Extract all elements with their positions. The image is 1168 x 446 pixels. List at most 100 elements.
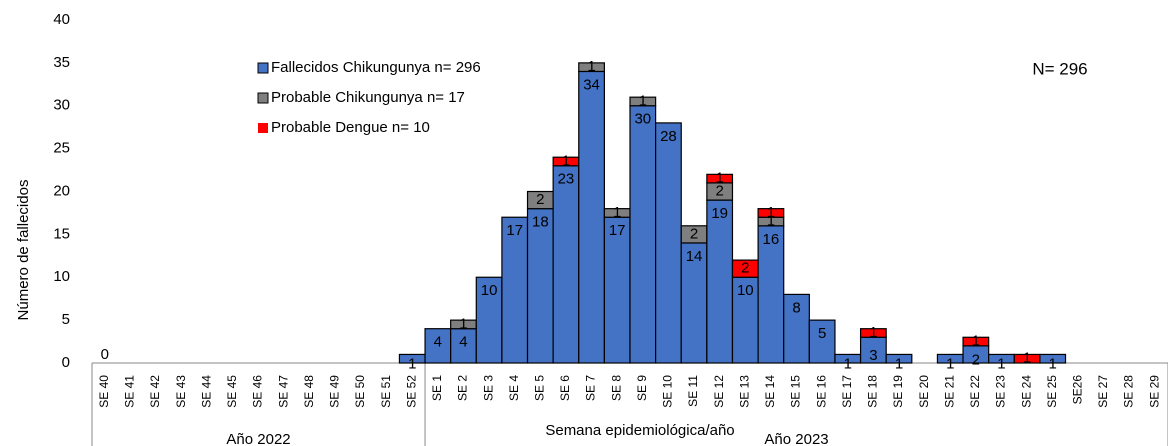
x-tick-label: SE 19 [891,375,905,408]
data-label: 5 [818,325,826,342]
data-label: 4 [434,334,442,351]
bar-segment [859,336,887,364]
data-label: 1 [459,315,467,332]
bar-segment [475,276,503,364]
data-label: 1 [639,92,647,109]
x-tick-label: SE 6 [558,375,572,401]
x-tick-label: SE 27 [1096,375,1110,408]
data-label: 2 [972,351,980,368]
bar-segment [526,208,554,364]
data-label: 10 [737,282,754,299]
x-tick-label: SE 4 [507,375,521,401]
data-label: 2 [741,260,749,277]
x-tick-label: SE 51 [379,375,393,408]
legend-label: Probable Dengue n= 10 [271,119,430,136]
x-tick-label: SE 10 [661,375,675,408]
bar-segment [1039,353,1067,364]
x-group-label: Año 2023 [764,431,828,446]
data-label: 30 [634,111,651,128]
x-tick-label: SE 5 [533,375,547,401]
x-tick-label: SE 16 [814,375,828,408]
x-tick-label: SE26 [1071,375,1085,405]
data-label: 17 [609,222,626,239]
bar-segment [578,70,605,364]
x-tick-label: SE 48 [302,375,316,408]
bar-segment [859,328,887,338]
y-tick-label: 15 [53,225,70,242]
data-label: 2 [690,225,698,242]
data-label: 4 [459,334,467,351]
data-label: 1 [715,170,723,187]
bar-segment [629,96,657,107]
bar-segment [706,199,734,364]
legend-label: Fallecidos Chikungunya n= 296 [271,59,481,76]
x-tick-label: SE 44 [199,375,213,408]
legend-label: Probable Chikungunya n= 17 [271,89,465,106]
x-tick-label: SE 23 [994,375,1008,408]
x-tick-label: SE 8 [609,375,623,401]
x-tick-label: SE 47 [276,375,290,408]
y-tick-label: 35 [53,54,70,71]
x-tick-label: SE 13 [737,375,751,408]
x-tick-label: SE 40 [97,375,111,408]
x-tick-label: SE 43 [174,375,188,408]
x-tick-label: SE 41 [123,375,137,408]
bar-segment [552,165,580,364]
data-label: 1 [767,212,775,229]
legend-swatch [258,123,268,133]
x-tick-label: SE 15 [789,375,803,408]
data-label: 8 [792,299,800,316]
x-tick-label: SE 9 [635,375,649,401]
legend-swatch [257,92,269,104]
data-label: 1 [562,152,570,169]
y-tick-label: 20 [53,182,70,199]
data-label: 1 [587,58,595,75]
x-tick-label: SE 18 [866,375,880,408]
data-label: 1 [997,356,1005,373]
data-label: 1 [895,356,903,373]
x-tick-label: SE 14 [763,375,777,408]
x-tick-label: SE 22 [968,375,982,408]
data-label: 2 [536,191,544,208]
y-tick-label: 0 [62,354,70,371]
data-label: 2 [715,182,723,199]
bar-segment [424,328,452,364]
x-group-label: Año 2022 [226,431,290,446]
x-tick-label: SE 49 [328,375,342,408]
data-label: 1 [844,356,852,373]
legend-swatch [257,62,269,74]
bar-segment [629,105,657,364]
data-label: 1 [946,356,954,373]
x-tick-label: SE 20 [917,375,931,408]
data-label: 1 [1023,350,1031,367]
annotation: N= 296 [1032,59,1087,78]
x-tick-label: SE 7 [584,375,598,401]
x-tick-label: SE 28 [1122,375,1136,408]
y-tick-label: 40 [53,11,70,28]
y-tick-label: 5 [62,311,70,328]
data-label: 1 [972,333,980,350]
data-label: 0 [101,346,109,363]
data-label: 28 [660,128,677,145]
x-tick-label: SE 1 [430,375,444,401]
data-label: 14 [686,248,703,265]
x-axis-label: Semana epidemiológica/año [545,422,734,439]
y-tick-label: 10 [53,268,70,285]
data-label: 16 [763,231,780,248]
bar-segment [808,319,836,364]
y-axis-label: Número de fallecidos [15,180,32,321]
x-tick-label: SE 24 [1019,375,1033,408]
x-tick-label: SE 50 [353,375,367,408]
x-tick-label: SE 46 [251,375,265,408]
x-tick-label: SE 21 [942,375,956,408]
x-tick-label: SE 11 [686,375,700,407]
data-label: 17 [506,222,523,239]
bar-segment [578,62,605,73]
x-tick-label: SE 42 [148,375,162,408]
y-tick-label: 25 [53,140,70,157]
bar-segment [680,242,708,364]
data-label: 34 [583,76,600,93]
bar-segment [757,208,785,218]
y-tick-label: 30 [53,97,70,114]
